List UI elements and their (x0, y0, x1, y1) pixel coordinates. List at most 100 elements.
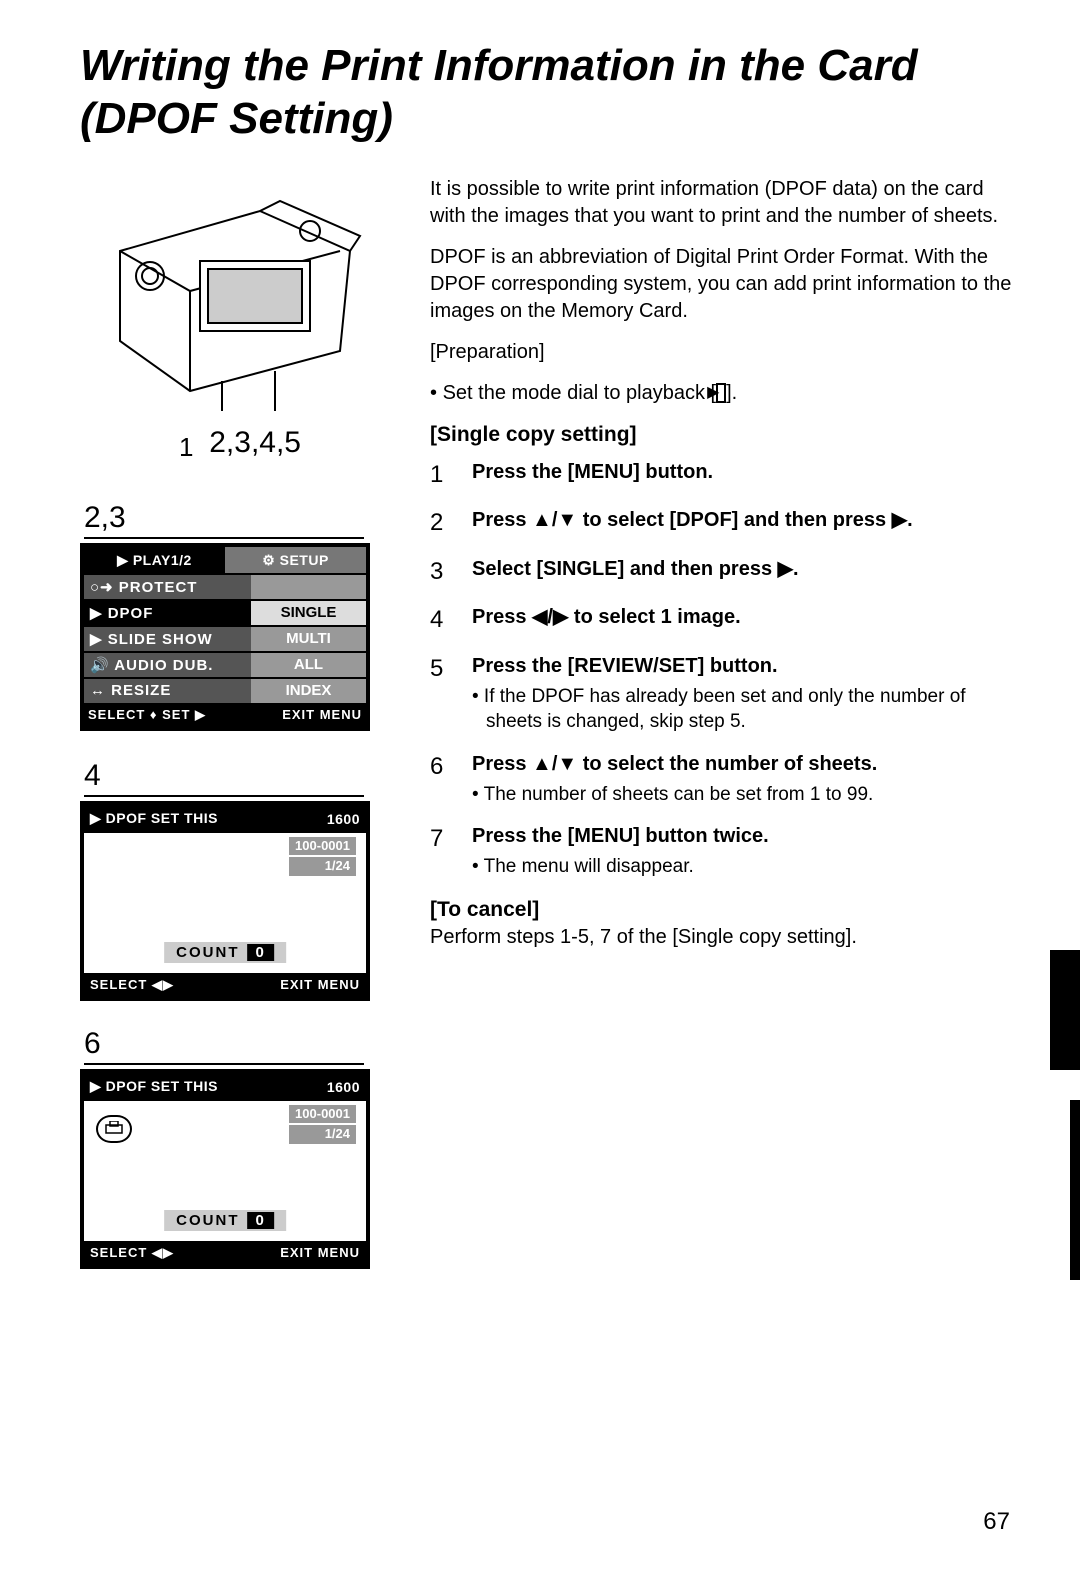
dpof-screen-4: ▶ DPOF SET THIS 1600 100-0001 1/24 COUNT… (80, 801, 370, 1001)
step: 1 Press the [MENU] button. (430, 459, 1020, 491)
menu-item-option: ALL (251, 653, 366, 677)
section-4-label: 4 (84, 759, 364, 797)
menu-row: ○➜ PROTECT (84, 573, 366, 599)
tab-play: ▶ PLAY1/2 (84, 547, 225, 573)
step-number: 1 (430, 459, 452, 491)
dpof6-frame: 1/24 (289, 1125, 356, 1144)
dpof6-footer-right: EXIT MENU (280, 1245, 360, 1260)
menu-tabs: ▶ PLAY1/2 ⚙ SETUP (84, 547, 366, 573)
section-6-label: 6 (84, 1027, 364, 1065)
dpof4-title: ▶ DPOF SET THIS (90, 810, 218, 827)
dpof4-meta: 100-0001 1/24 (289, 837, 356, 879)
menu-row: 🔊 AUDIO DUB.ALL (84, 651, 366, 677)
step-number: 7 (430, 823, 452, 880)
preparation-bullet: • Set the mode dial to playback [▶]. (444, 380, 1020, 407)
dpof6-count-label: COUNT (176, 1212, 239, 1229)
step-text: Select [SINGLE] and then press ▶. (472, 556, 1020, 588)
menu-row: ▶ DPOFSINGLE (84, 599, 366, 625)
dpof6-folder: 100-0001 (289, 1105, 356, 1124)
step-sub: • The menu will disappear. (472, 854, 1020, 880)
right-column: It is possible to write print informatio… (430, 176, 1020, 1287)
dpof4-count-val: 0 (247, 944, 273, 961)
menu-item-option: INDEX (251, 679, 366, 703)
to-cancel-head: [To cancel] (430, 896, 1020, 924)
menu-row: ↔ RESIZEINDEX (84, 677, 366, 703)
menu-footer-right: EXIT MENU (282, 707, 362, 722)
intro-para-2: DPOF is an abbreviation of Digital Print… (430, 244, 1020, 325)
scan-artifact-1 (1050, 950, 1080, 1070)
step-bold: Press ◀/▶ to select 1 image. (472, 604, 1020, 631)
intro-para-1: It is possible to write print informatio… (430, 176, 1020, 230)
scan-artifact-2 (1070, 1100, 1080, 1280)
step-sub: • The number of sheets can be set from 1… (472, 782, 1020, 808)
prep-text: Set the mode dial to playback [ (443, 382, 717, 404)
menu-item-label: ▶ SLIDE SHOW (84, 627, 251, 651)
step-text: Press ◀/▶ to select 1 image. (472, 604, 1020, 636)
title-line1: Writing the Print Information in the Car… (80, 41, 918, 90)
step-bold: Select [SINGLE] and then press ▶. (472, 556, 1020, 583)
dpof4-res: 1600 (327, 811, 360, 827)
step-number: 3 (430, 556, 452, 588)
step-number: 2 (430, 507, 452, 539)
dpof4-folder: 100-0001 (289, 837, 356, 856)
to-cancel-body: Perform steps 1-5, 7 of the [Single copy… (430, 924, 1020, 951)
menu-item-label: ○➜ PROTECT (84, 575, 251, 599)
menu-item-option: MULTI (251, 627, 366, 651)
dpof6-topbar: ▶ DPOF SET THIS 1600 (84, 1073, 366, 1101)
dpof6-footer-left: SELECT ◀▶ (90, 1245, 174, 1261)
preparation-head: [Preparation] (430, 339, 1020, 366)
camera-illustration (80, 176, 380, 426)
left-column: 1 2,3,4,5 2,3 ▶ PLAY1/2 ⚙ SETUP ○➜ PROTE… (80, 176, 400, 1287)
menu-footer: SELECT ♦ SET ▶ EXIT MENU (84, 703, 366, 727)
step-text: Press the [REVIEW/SET] button. • If the D… (472, 653, 1020, 735)
menu-item-option (251, 575, 366, 599)
step-bold: Press the [MENU] button twice. (472, 823, 1020, 850)
step: 4 Press ◀/▶ to select 1 image. (430, 604, 1020, 636)
content-columns: 1 2,3,4,5 2,3 ▶ PLAY1/2 ⚙ SETUP ○➜ PROTE… (80, 176, 1020, 1287)
camera-label-1: 1 (179, 432, 193, 463)
print-icon (96, 1115, 132, 1143)
step-bold: Press the [REVIEW/SET] button. (472, 653, 1020, 680)
step: 7 Press the [MENU] button twice. • The men… (430, 823, 1020, 880)
step-text: Press ▲/▼ to select the number of sheets… (472, 751, 1020, 808)
single-copy-head: [Single copy setting] (430, 421, 1020, 449)
playback-icon: ▶ (716, 383, 726, 403)
step: 6 Press ▲/▼ to select the number of sheet… (430, 751, 1020, 808)
section-23-label: 2,3 (84, 501, 364, 539)
step: 2 Press ▲/▼ to select [DPOF] and then pre… (430, 507, 1020, 539)
step-number: 5 (430, 653, 452, 735)
dpof6-count-val: 0 (247, 1212, 273, 1229)
camera-label-rest: 2,3,4,5 (209, 426, 301, 459)
menu-row: ▶ SLIDE SHOWMULTI (84, 625, 366, 651)
page-number: 67 (983, 1508, 1010, 1536)
menu-item-label: ▶ DPOF (84, 601, 251, 625)
steps-list: 1 Press the [MENU] button. 2 Press ▲/▼ to s… (430, 459, 1020, 880)
step: 5 Press the [REVIEW/SET] button. • If the … (430, 653, 1020, 735)
title-line2: (DPOF Setting) (80, 94, 393, 143)
step-number: 6 (430, 751, 452, 808)
dpof4-count: COUNT 0 (164, 942, 286, 963)
dpof4-footer-right: EXIT MENU (280, 977, 360, 992)
prep-text-end: ]. (726, 382, 737, 404)
dpof4-topbar: ▶ DPOF SET THIS 1600 (84, 805, 366, 833)
step-text: Press ▲/▼ to select [DPOF] and then pres… (472, 507, 1020, 539)
dpof-screen-6: ▶ DPOF SET THIS 1600 100-0001 1/24 COUNT… (80, 1069, 370, 1269)
step-bold: Press the [MENU] button. (472, 459, 1020, 486)
menu-item-label: 🔊 AUDIO DUB. (84, 653, 251, 677)
step-sub: • If the DPOF has already been set and o… (472, 684, 1020, 735)
step-text: Press the [MENU] button. (472, 459, 1020, 491)
step-text: Press the [MENU] button twice. • The menu… (472, 823, 1020, 880)
menu-item-option: SINGLE (251, 601, 366, 625)
step-number: 4 (430, 604, 452, 636)
dpof6-count: COUNT 0 (164, 1210, 286, 1231)
dpof4-count-label: COUNT (176, 944, 239, 961)
menu-footer-left: SELECT ♦ SET ▶ (88, 707, 206, 723)
tab-setup: ⚙ SETUP (225, 547, 366, 573)
page-title: Writing the Print Information in the Car… (80, 40, 1020, 146)
step: 3 Select [SINGLE] and then press ▶. (430, 556, 1020, 588)
camera-svg (80, 176, 380, 426)
dpof6-res: 1600 (327, 1079, 360, 1095)
menu-screen-23: ▶ PLAY1/2 ⚙ SETUP ○➜ PROTECT▶ DPOFSINGLE… (80, 543, 370, 731)
menu-item-label: ↔ RESIZE (84, 679, 251, 703)
dpof6-meta: 100-0001 1/24 (289, 1105, 356, 1147)
